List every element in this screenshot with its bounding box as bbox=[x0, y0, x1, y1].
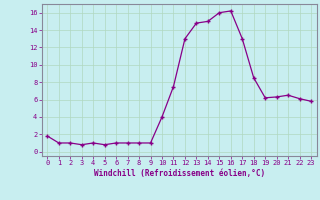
X-axis label: Windchill (Refroidissement éolien,°C): Windchill (Refroidissement éolien,°C) bbox=[94, 169, 265, 178]
